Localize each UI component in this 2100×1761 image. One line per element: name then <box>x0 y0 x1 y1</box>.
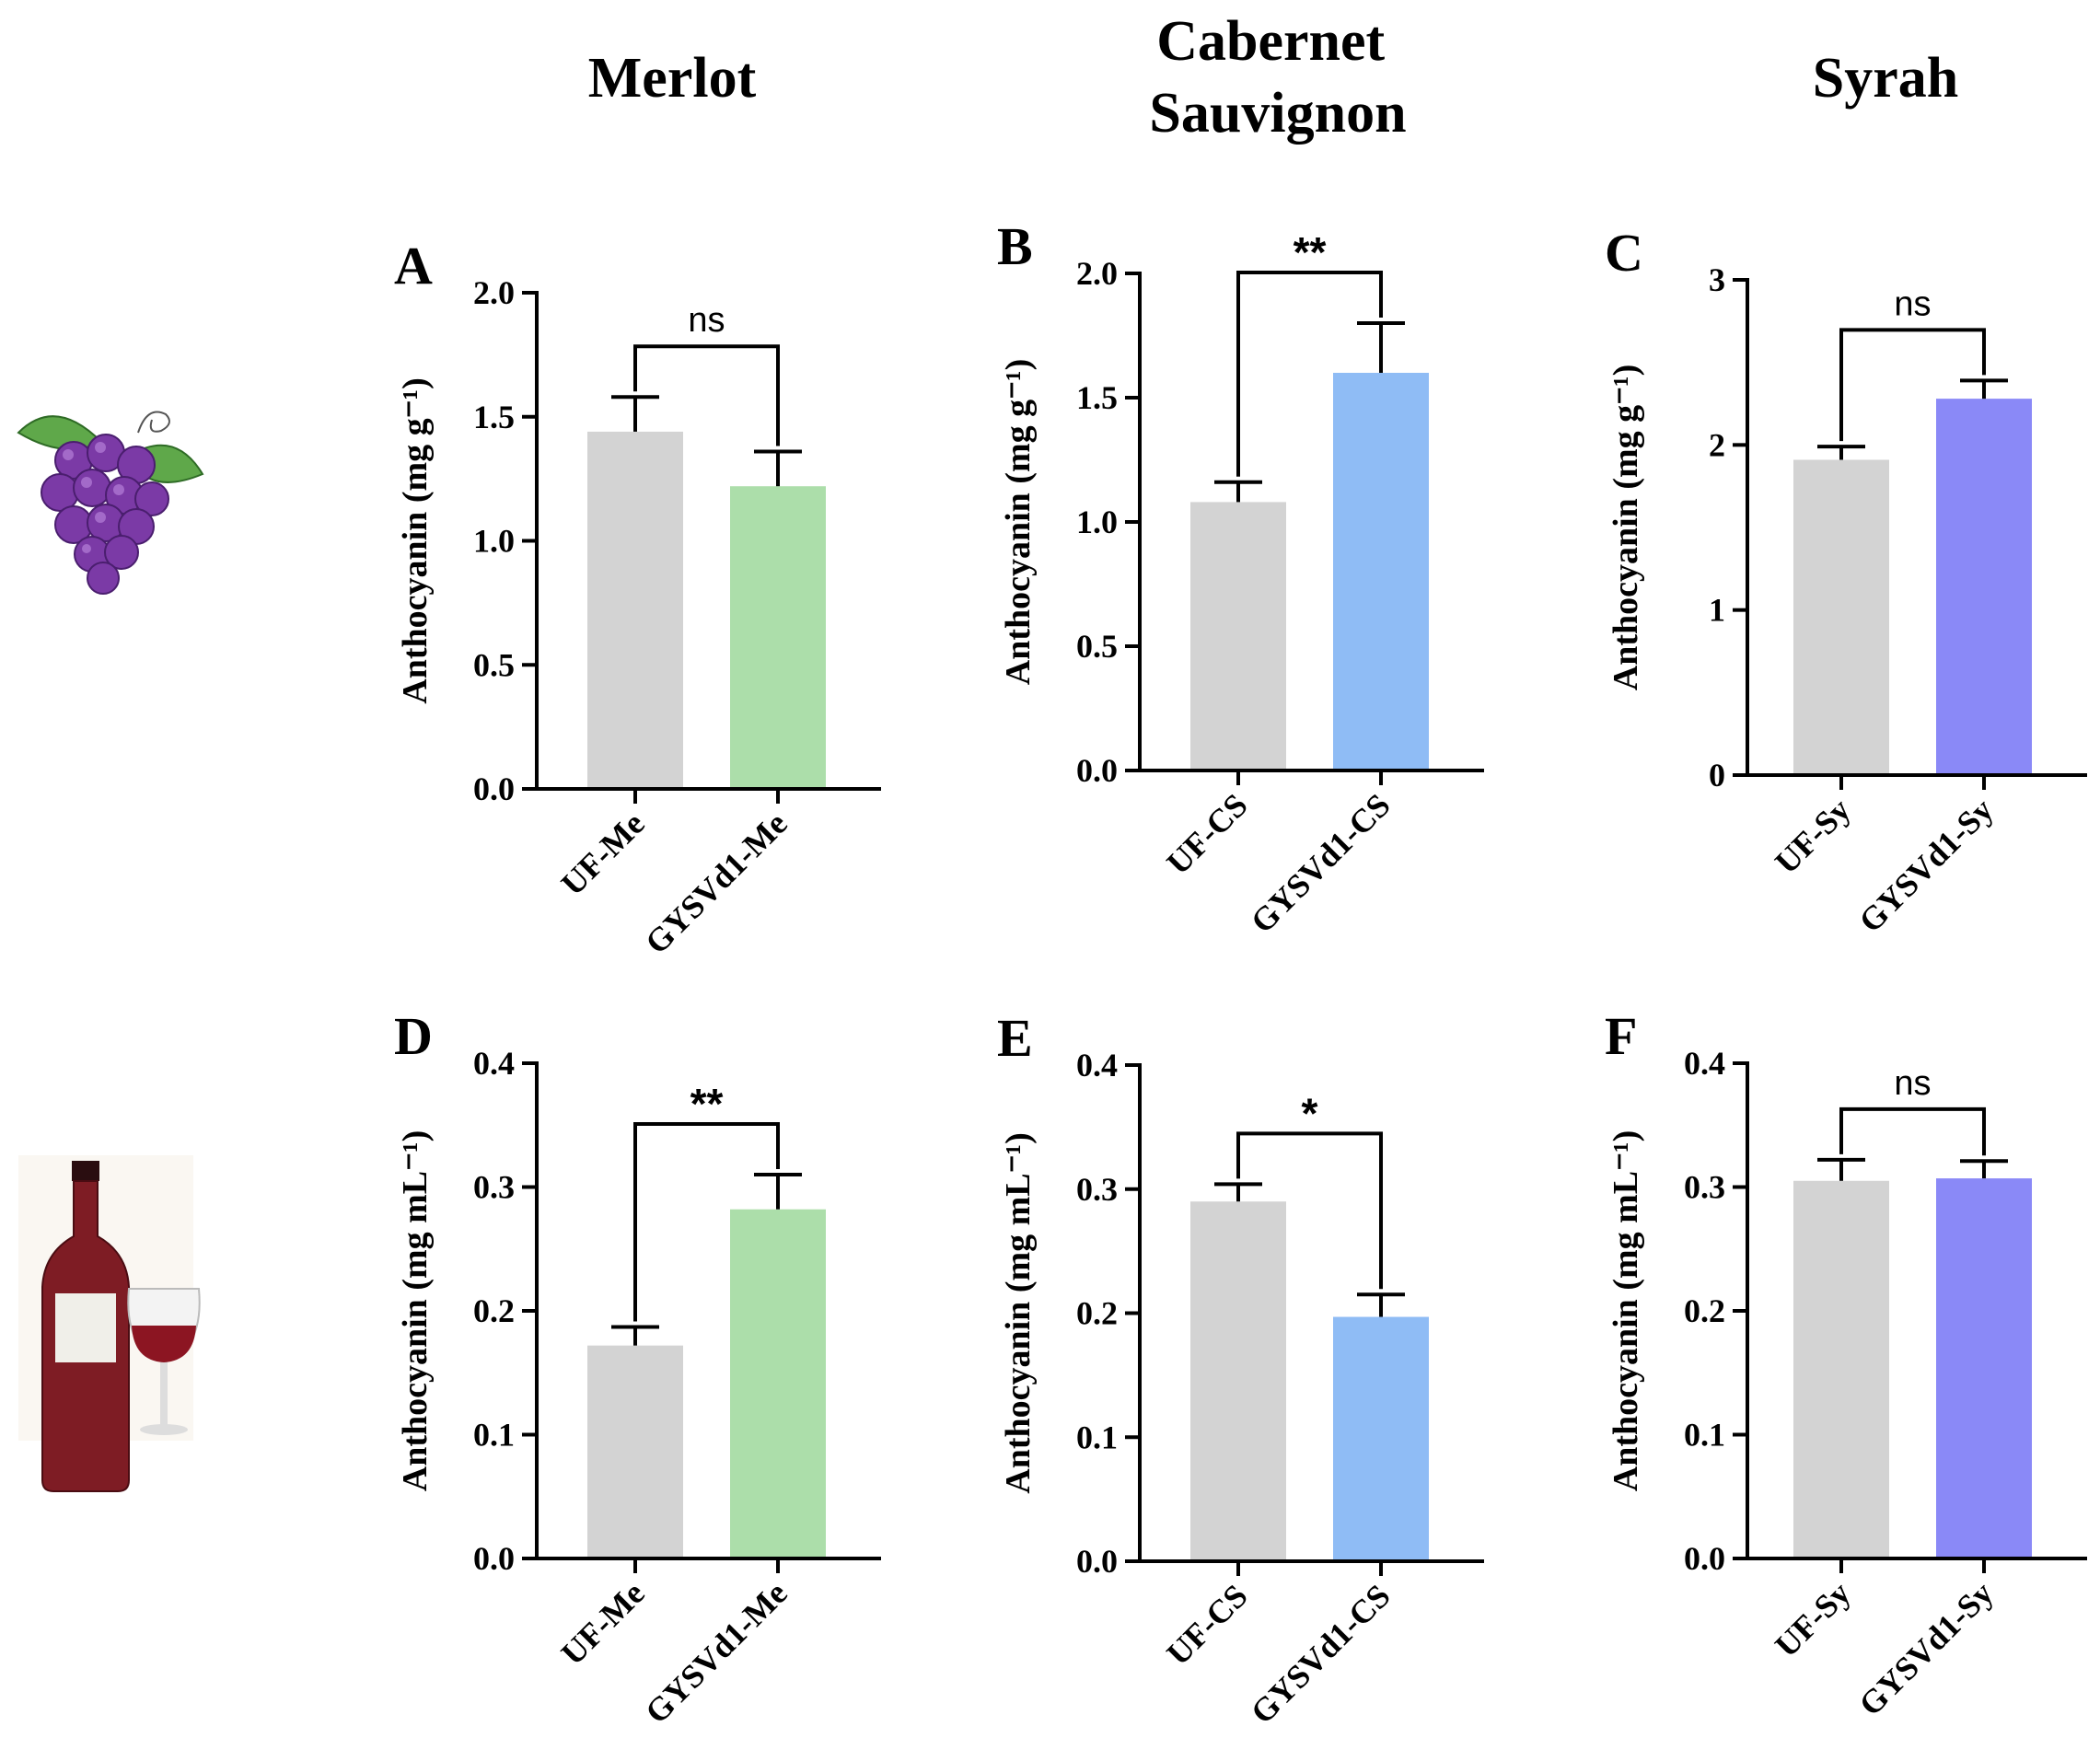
y-tick-label: 2 <box>1709 426 1725 463</box>
y-tick-label: 0.1 <box>473 1417 515 1454</box>
y-axis-title: Anthocyanin (mg mL⁻¹) <box>1607 1130 1645 1491</box>
category-label-gysvd1-cs: GYSVd1-CS <box>1244 786 1398 940</box>
bar-gysvd1-sy <box>1936 1178 2032 1558</box>
y-tick-label: 0.4 <box>1076 1047 1118 1083</box>
y-tick-label: 1 <box>1709 592 1725 629</box>
significance-bracket <box>633 344 780 446</box>
y-tick-label: 0.3 <box>1684 1169 1725 1206</box>
bar-gysvd1-me <box>730 486 826 789</box>
y-tick-label: 2.0 <box>473 274 515 311</box>
y-tick-label: 1.5 <box>473 399 515 435</box>
y-axis-title: Anthocyanin (mg mL⁻¹) <box>396 1130 435 1491</box>
significance-label: ** <box>1294 228 1327 276</box>
panel-letter-a: A <box>394 236 433 295</box>
significance-label: ns <box>1894 1064 1931 1103</box>
y-tick-label: 3 <box>1709 261 1725 298</box>
bar-gysvd1-cs <box>1333 373 1429 770</box>
y-tick-label: 1.5 <box>1076 379 1118 416</box>
y-tick-label: 0.3 <box>473 1169 515 1206</box>
panels: A0.00.51.01.52.0UF-MeGYSVd1-MeAnthocyani… <box>394 216 2087 1731</box>
y-tick-label: 0 <box>1709 757 1725 794</box>
category-label-uf-me: UF-Me <box>554 805 652 902</box>
significance-bracket <box>1236 1131 1383 1290</box>
column-title-syrah: Syrah <box>1813 47 1958 110</box>
category-label-uf-sy: UF-Sy <box>1768 791 1858 881</box>
y-tick-label: 0.0 <box>473 1540 515 1577</box>
panel-letter-e: E <box>997 1008 1033 1068</box>
y-tick-label: 0.0 <box>1684 1540 1725 1577</box>
y-tick-label: 1.0 <box>473 523 515 560</box>
y-tick-label: 0.5 <box>473 646 515 683</box>
y-axis-title: Anthocyanin (mg g⁻¹) <box>1607 365 1645 690</box>
category-label-gysvd1-me: GYSVd1-Me <box>638 805 795 961</box>
category-label-uf-cs: UF-CS <box>1159 786 1254 881</box>
grape-bunch-icon <box>17 411 204 595</box>
bar-gysvd1-cs <box>1333 1316 1429 1561</box>
panel-letter-d: D <box>394 1006 433 1066</box>
bar-gysvd1-sy <box>1936 399 2032 775</box>
y-axis-title: Anthocyanin (mg mL⁻¹) <box>999 1132 1038 1493</box>
column-title-cabernet-line1: Cabernet <box>1156 10 1385 73</box>
column-title-cabernet-sauvignon: Cabernet Sauvignon <box>1149 10 1406 145</box>
significance-bracket <box>1839 1106 1986 1156</box>
column-title-cabernet-line2: Sauvignon <box>1149 82 1406 145</box>
wine-bottle-and-glass-icon <box>18 1155 201 1492</box>
y-tick-label: 0.5 <box>1076 628 1118 665</box>
panel-letter-c: C <box>1605 223 1643 283</box>
bar-gysvd1-me <box>730 1209 826 1558</box>
significance-label: ** <box>690 1080 724 1128</box>
y-tick-label: 1.0 <box>1076 504 1118 540</box>
category-label-gysvd1-me: GYSVd1-Me <box>638 1574 795 1731</box>
bar-uf-sy <box>1793 459 1889 775</box>
category-label-gysvd1-sy: GYSVd1-Sy <box>1851 791 2000 939</box>
y-tick-label: 0.1 <box>1076 1419 1118 1455</box>
panel-letter-b: B <box>997 216 1033 276</box>
column-title-merlot: Merlot <box>588 47 757 110</box>
bar-uf-cs <box>1190 502 1286 770</box>
category-label-uf-me: UF-Me <box>554 1574 652 1672</box>
y-tick-label: 0.2 <box>1076 1295 1118 1332</box>
y-tick-label: 0.0 <box>1076 752 1118 789</box>
y-tick-label: 0.3 <box>1076 1171 1118 1208</box>
significance-label: * <box>1302 1089 1318 1137</box>
category-label-gysvd1-cs: GYSVd1-CS <box>1244 1577 1398 1731</box>
y-tick-label: 0.4 <box>1684 1045 1725 1082</box>
bar-uf-me <box>587 1345 683 1558</box>
y-tick-label: 0.1 <box>1684 1417 1725 1454</box>
significance-bracket <box>1236 271 1383 477</box>
significance-bracket <box>1839 328 1986 442</box>
y-tick-label: 0.2 <box>473 1292 515 1329</box>
bar-uf-sy <box>1793 1180 1889 1558</box>
y-tick-label: 2.0 <box>1076 255 1118 292</box>
y-tick-label: 0.2 <box>1684 1292 1725 1329</box>
y-axis-title: Anthocyanin (mg g⁻¹) <box>396 377 435 703</box>
category-label-uf-cs: UF-CS <box>1159 1577 1254 1672</box>
category-label-gysvd1-sy: GYSVd1-Sy <box>1851 1574 2000 1722</box>
y-axis-title: Anthocyanin (mg g⁻¹) <box>999 359 1038 685</box>
category-label-uf-sy: UF-Sy <box>1768 1574 1858 1664</box>
significance-label: ns <box>1894 284 1931 323</box>
panel-letter-f: F <box>1605 1006 1637 1066</box>
y-tick-label: 0.0 <box>473 770 515 807</box>
bar-uf-cs <box>1190 1201 1286 1561</box>
y-tick-label: 0.4 <box>473 1045 515 1082</box>
y-tick-label: 0.0 <box>1076 1543 1118 1580</box>
bar-uf-me <box>587 431 683 789</box>
significance-bracket <box>633 1122 780 1322</box>
significance-label: ns <box>688 301 725 340</box>
